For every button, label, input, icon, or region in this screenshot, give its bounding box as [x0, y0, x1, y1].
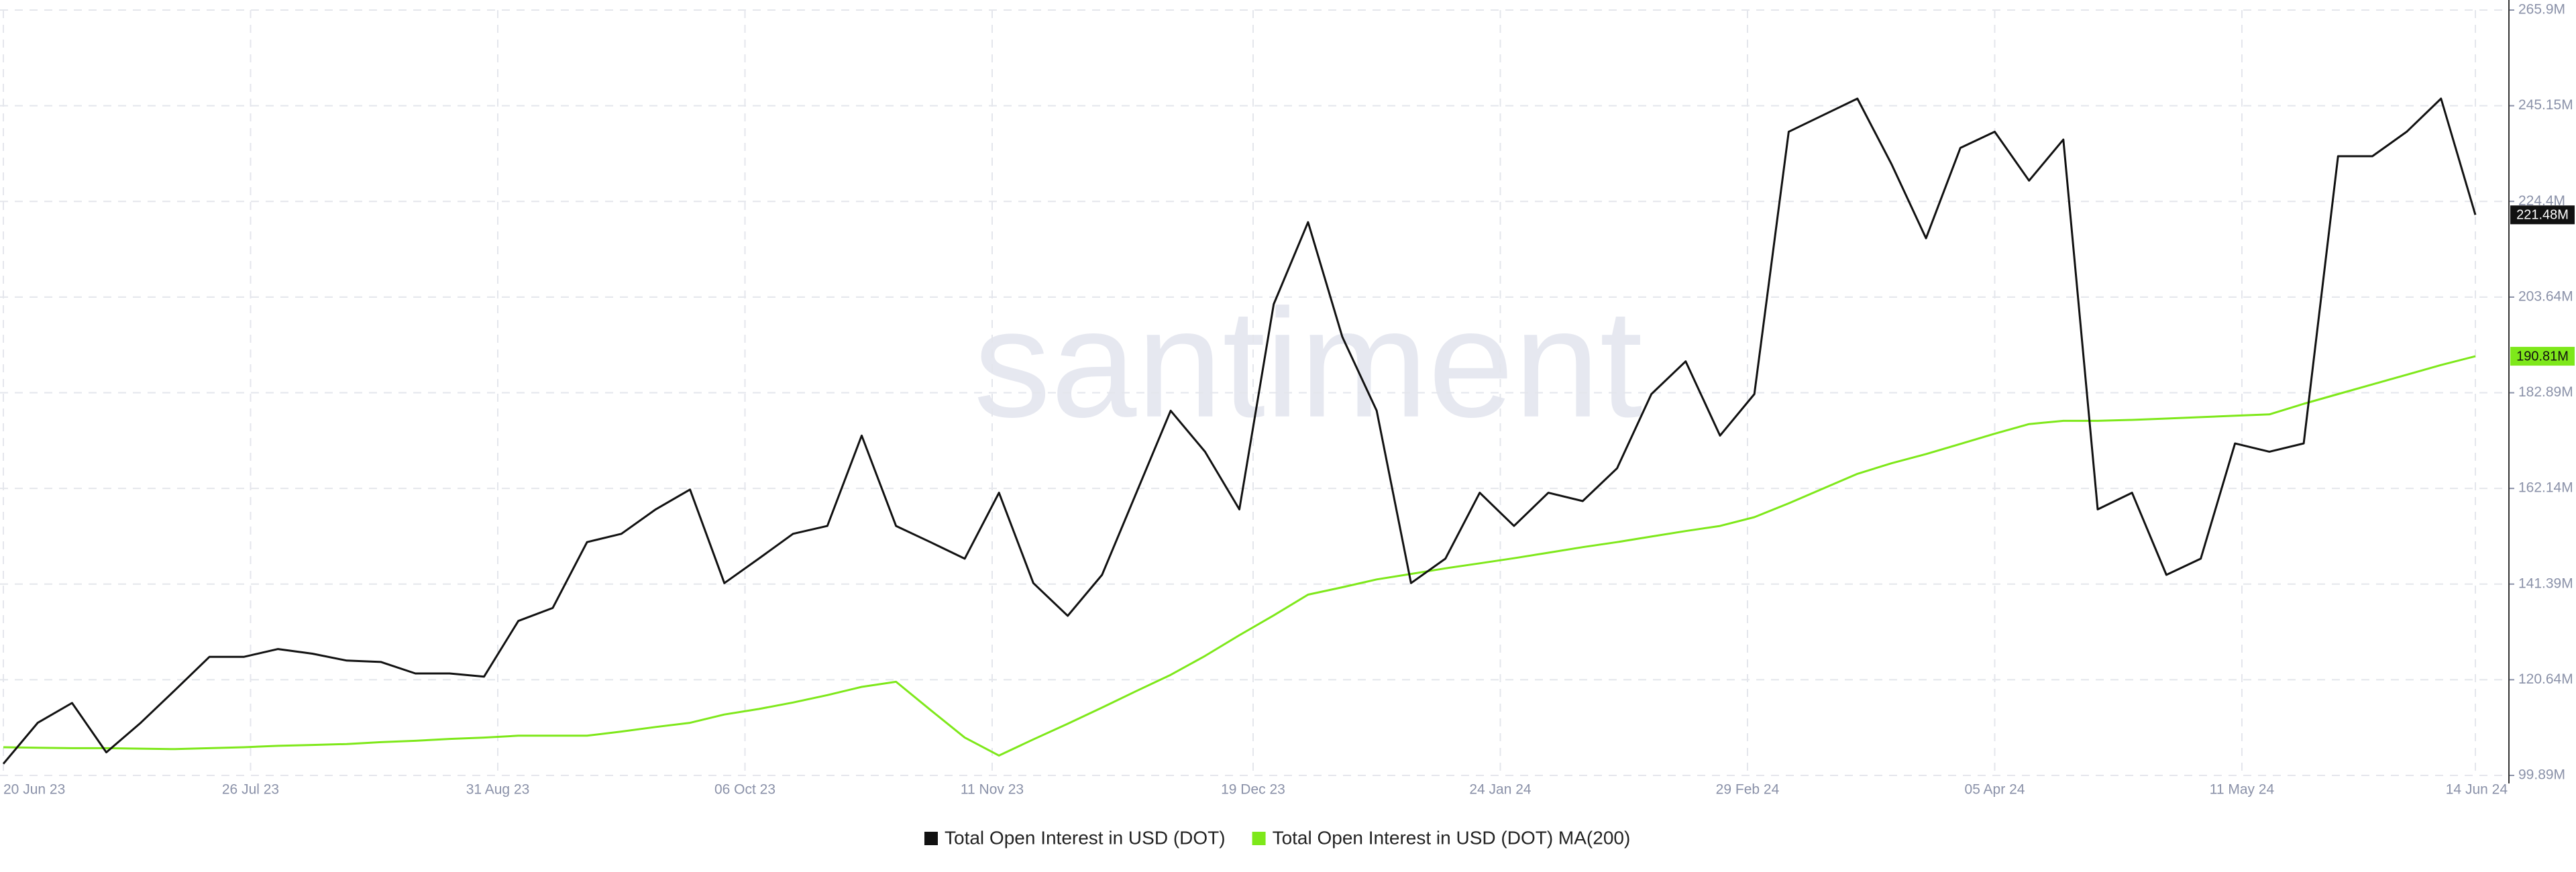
- x-tick-label: 11 Nov 23: [961, 782, 1024, 798]
- y-tick-label: 224.4M: [2518, 193, 2565, 209]
- x-tick-label: 31 Aug 23: [466, 782, 530, 798]
- legend-swatch: [1252, 832, 1266, 845]
- x-tick-label: 19 Dec 23: [1221, 782, 1285, 798]
- x-tick-label: 24 Jan 24: [1469, 782, 1532, 798]
- series-line: [2, 97, 2477, 765]
- y-tick-label: 99.89M: [2518, 767, 2565, 783]
- legend-swatch: [924, 832, 938, 845]
- y-tick-label: 141.39M: [2518, 576, 2573, 591]
- y-tick-label: 203.64M: [2518, 288, 2573, 304]
- legend-label: Total Open Interest in USD (DOT): [945, 827, 1226, 848]
- y-tick-label: 182.89M: [2518, 384, 2573, 400]
- x-tick-label: 06 Oct 23: [714, 782, 775, 798]
- value-label: 190.81M: [2516, 349, 2569, 364]
- x-tick-label: 29 Feb 24: [1716, 782, 1780, 798]
- y-tick-label: 265.9M: [2518, 2, 2565, 17]
- x-tick-label: 20 Jun 23: [3, 782, 65, 798]
- y-tick-label: 245.15M: [2518, 97, 2573, 113]
- legend: Total Open Interest in USD (DOT) Total Op…: [924, 827, 1630, 848]
- y-tick-label: 162.14M: [2518, 480, 2573, 496]
- value-label-box: [2510, 347, 2575, 366]
- value-label-box: [2510, 205, 2575, 225]
- watermark: santiment: [973, 277, 1642, 449]
- x-tick-label: 05 Apr 24: [1965, 782, 2025, 798]
- x-tick-label: 11 May 24: [2210, 782, 2275, 798]
- x-tick-label: 14 Jun 24: [2446, 782, 2508, 798]
- x-tick-label: 26 Jul 23: [222, 782, 279, 798]
- legend-label: Total Open Interest in USD (DOT) MA(200): [1273, 827, 1631, 848]
- value-label: 221.48M: [2516, 208, 2569, 223]
- y-tick-label: 120.64M: [2518, 671, 2573, 687]
- series-line: [3, 355, 2476, 757]
